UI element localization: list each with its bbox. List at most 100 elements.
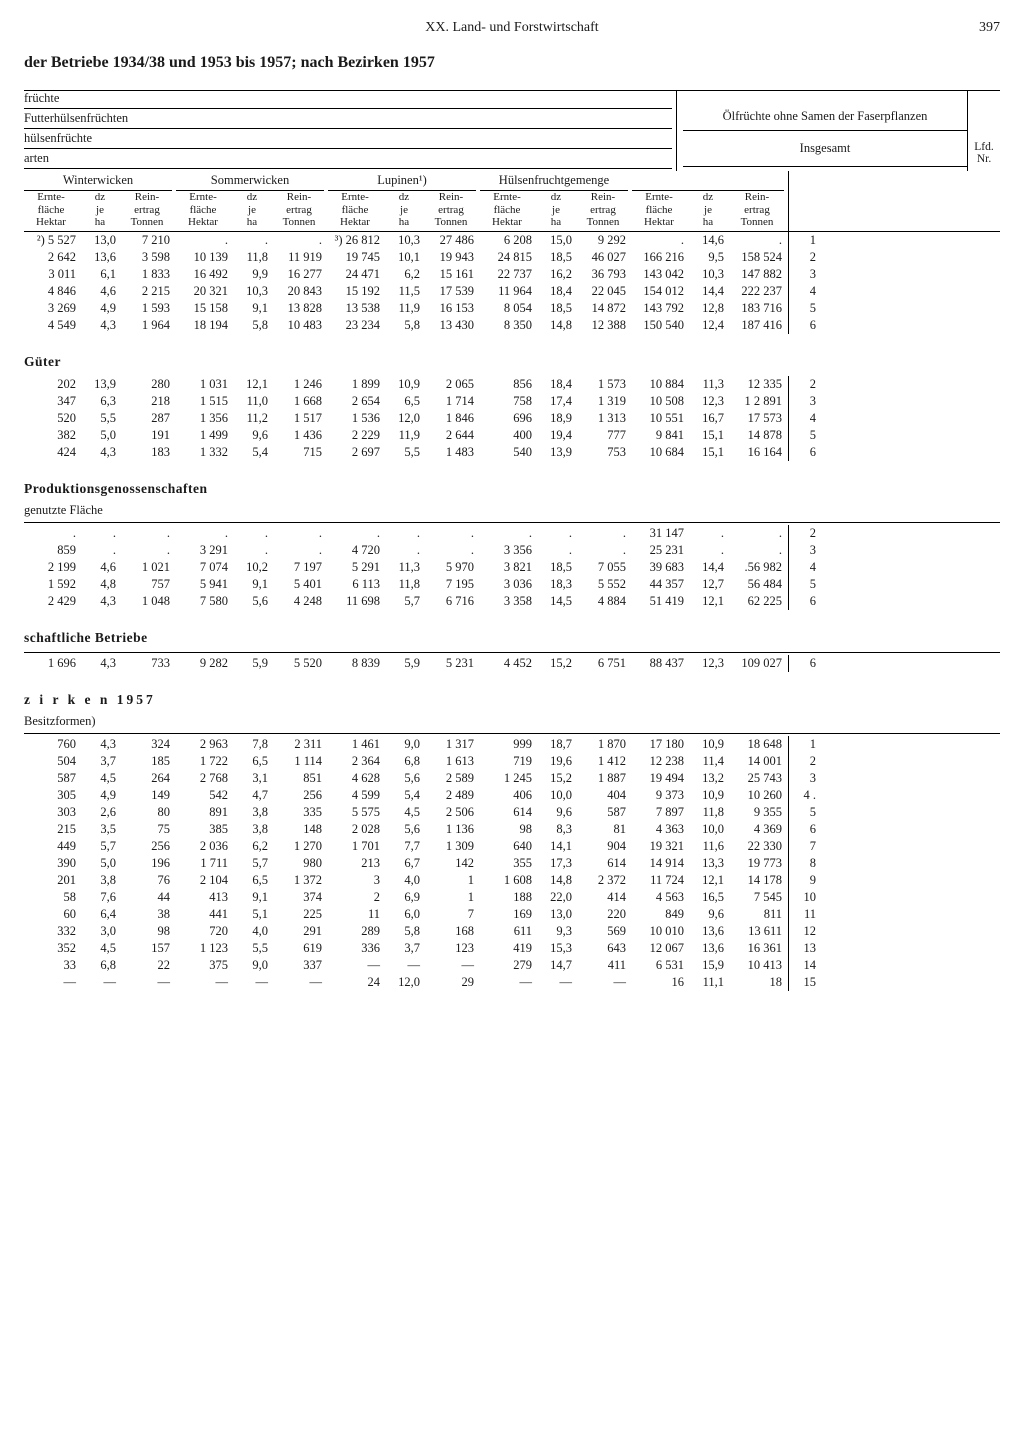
cell: 51 419 bbox=[632, 593, 686, 610]
cell: 13 538 bbox=[328, 300, 382, 317]
cell: 413 bbox=[176, 889, 230, 906]
table-row: 4 8464,62 21520 32110,320 84315 19211,51… bbox=[24, 283, 1000, 300]
cell: 540 bbox=[480, 444, 534, 461]
row-number: 10 bbox=[788, 889, 816, 906]
cell: 4 452 bbox=[480, 655, 534, 672]
cell: 8 350 bbox=[480, 317, 534, 334]
cell: . bbox=[690, 525, 726, 542]
cell: 999 bbox=[480, 736, 534, 753]
cell: 18 648 bbox=[730, 736, 784, 753]
cell: 4,3 bbox=[82, 444, 118, 461]
cell: 19,4 bbox=[538, 427, 574, 444]
cell: 6,8 bbox=[386, 753, 422, 770]
cell: 187 416 bbox=[730, 317, 784, 334]
cell: 10 508 bbox=[632, 393, 686, 410]
cell: 5 401 bbox=[274, 576, 324, 593]
cell: 1 372 bbox=[274, 872, 324, 889]
cell: 23 234 bbox=[328, 317, 382, 334]
cell: 12,8 bbox=[690, 300, 726, 317]
cell: 18,7 bbox=[538, 736, 574, 753]
cell: 2 589 bbox=[426, 770, 476, 787]
cell: 504 bbox=[24, 753, 78, 770]
cell: ²) 5 527 bbox=[24, 232, 78, 249]
section-zirken-sub: Besitzformen) bbox=[24, 714, 1000, 729]
cell: 3 291 bbox=[176, 542, 230, 559]
cell: 4,5 bbox=[82, 940, 118, 957]
row-number: 12 bbox=[788, 923, 816, 940]
cell: 17 573 bbox=[730, 410, 784, 427]
cell: 109 027 bbox=[730, 655, 784, 672]
cell: 849 bbox=[632, 906, 686, 923]
cell: 1 714 bbox=[426, 393, 476, 410]
cell: 3 036 bbox=[480, 576, 534, 593]
cell: 220 bbox=[578, 906, 628, 923]
cell: . bbox=[122, 525, 172, 542]
cell: 1 593 bbox=[122, 300, 172, 317]
row-number: 3 bbox=[788, 542, 816, 559]
row-number: 14 bbox=[788, 957, 816, 974]
cell: 6 716 bbox=[426, 593, 476, 610]
cell: 980 bbox=[274, 855, 324, 872]
cell: 390 bbox=[24, 855, 78, 872]
cell: 7 545 bbox=[730, 889, 784, 906]
col-hdr: Ernte-flächeHektar bbox=[24, 191, 78, 231]
cell: 10,3 bbox=[386, 232, 422, 249]
cell: 4,3 bbox=[82, 655, 118, 672]
cell: 11,9 bbox=[386, 300, 422, 317]
row-number: 5 bbox=[788, 576, 816, 593]
cell: 5,5 bbox=[82, 410, 118, 427]
cell: 1 711 bbox=[176, 855, 230, 872]
cell: 6,2 bbox=[234, 838, 270, 855]
table-row: 5043,71851 7226,51 1142 3646,81 61371919… bbox=[24, 753, 1000, 770]
cell: 719 bbox=[480, 753, 534, 770]
cell: 1 356 bbox=[176, 410, 230, 427]
cell: 4,6 bbox=[82, 559, 118, 576]
cell: 24 471 bbox=[328, 266, 382, 283]
cell: 22 737 bbox=[480, 266, 534, 283]
cell: 6 208 bbox=[480, 232, 534, 249]
cell: 1 696 bbox=[24, 655, 78, 672]
cell: . bbox=[538, 525, 574, 542]
table-row: 606,4384415,1225116,0716913,02208499,681… bbox=[24, 906, 1000, 923]
cell: 2 506 bbox=[426, 804, 476, 821]
table-row: 4495,72562 0366,21 2701 7017,71 30964014… bbox=[24, 838, 1000, 855]
col-hdr: Rein-ertragTonnen bbox=[730, 191, 784, 231]
cell: 4 248 bbox=[274, 593, 324, 610]
cell: 7 bbox=[426, 906, 476, 923]
cell: 757 bbox=[122, 576, 172, 593]
cell: 158 524 bbox=[730, 249, 784, 266]
cell: 7,7 bbox=[386, 838, 422, 855]
cell: 1 515 bbox=[176, 393, 230, 410]
cell: 5,8 bbox=[386, 923, 422, 940]
cell: 33 bbox=[24, 957, 78, 974]
cell: 148 bbox=[274, 821, 324, 838]
cell: 56 484 bbox=[730, 576, 784, 593]
cell: 4 369 bbox=[730, 821, 784, 838]
cell: 1 833 bbox=[122, 266, 172, 283]
cell: 13,0 bbox=[82, 232, 118, 249]
cell: 1 246 bbox=[274, 376, 324, 393]
table-row: 587,6444139,137426,9118822,04144 56316,5… bbox=[24, 889, 1000, 906]
cell: 18 194 bbox=[176, 317, 230, 334]
cell: . bbox=[538, 542, 574, 559]
col-hdr: Rein-ertragTonnen bbox=[274, 191, 324, 231]
cell: 13 430 bbox=[426, 317, 476, 334]
cell: 256 bbox=[274, 787, 324, 804]
cell: 15 192 bbox=[328, 283, 382, 300]
cell: 449 bbox=[24, 838, 78, 855]
cell: 291 bbox=[274, 923, 324, 940]
cell: 1 114 bbox=[274, 753, 324, 770]
table-row: 2013,8762 1046,51 37234,011 60814,82 372… bbox=[24, 872, 1000, 889]
section-zirken-title: z i r k e n 1957 bbox=[24, 692, 1000, 708]
cell: 303 bbox=[24, 804, 78, 821]
cell: — bbox=[480, 974, 534, 991]
cell: 14,6 bbox=[690, 232, 726, 249]
header-futter: Futterhülsenfrüchten bbox=[24, 111, 672, 126]
cell: 222 237 bbox=[730, 283, 784, 300]
cell: 3,0 bbox=[82, 923, 118, 940]
cell: 18,4 bbox=[538, 283, 574, 300]
cell: 6,5 bbox=[234, 753, 270, 770]
cell: 5,0 bbox=[82, 855, 118, 872]
cell: . bbox=[690, 542, 726, 559]
cell: 2 654 bbox=[328, 393, 382, 410]
